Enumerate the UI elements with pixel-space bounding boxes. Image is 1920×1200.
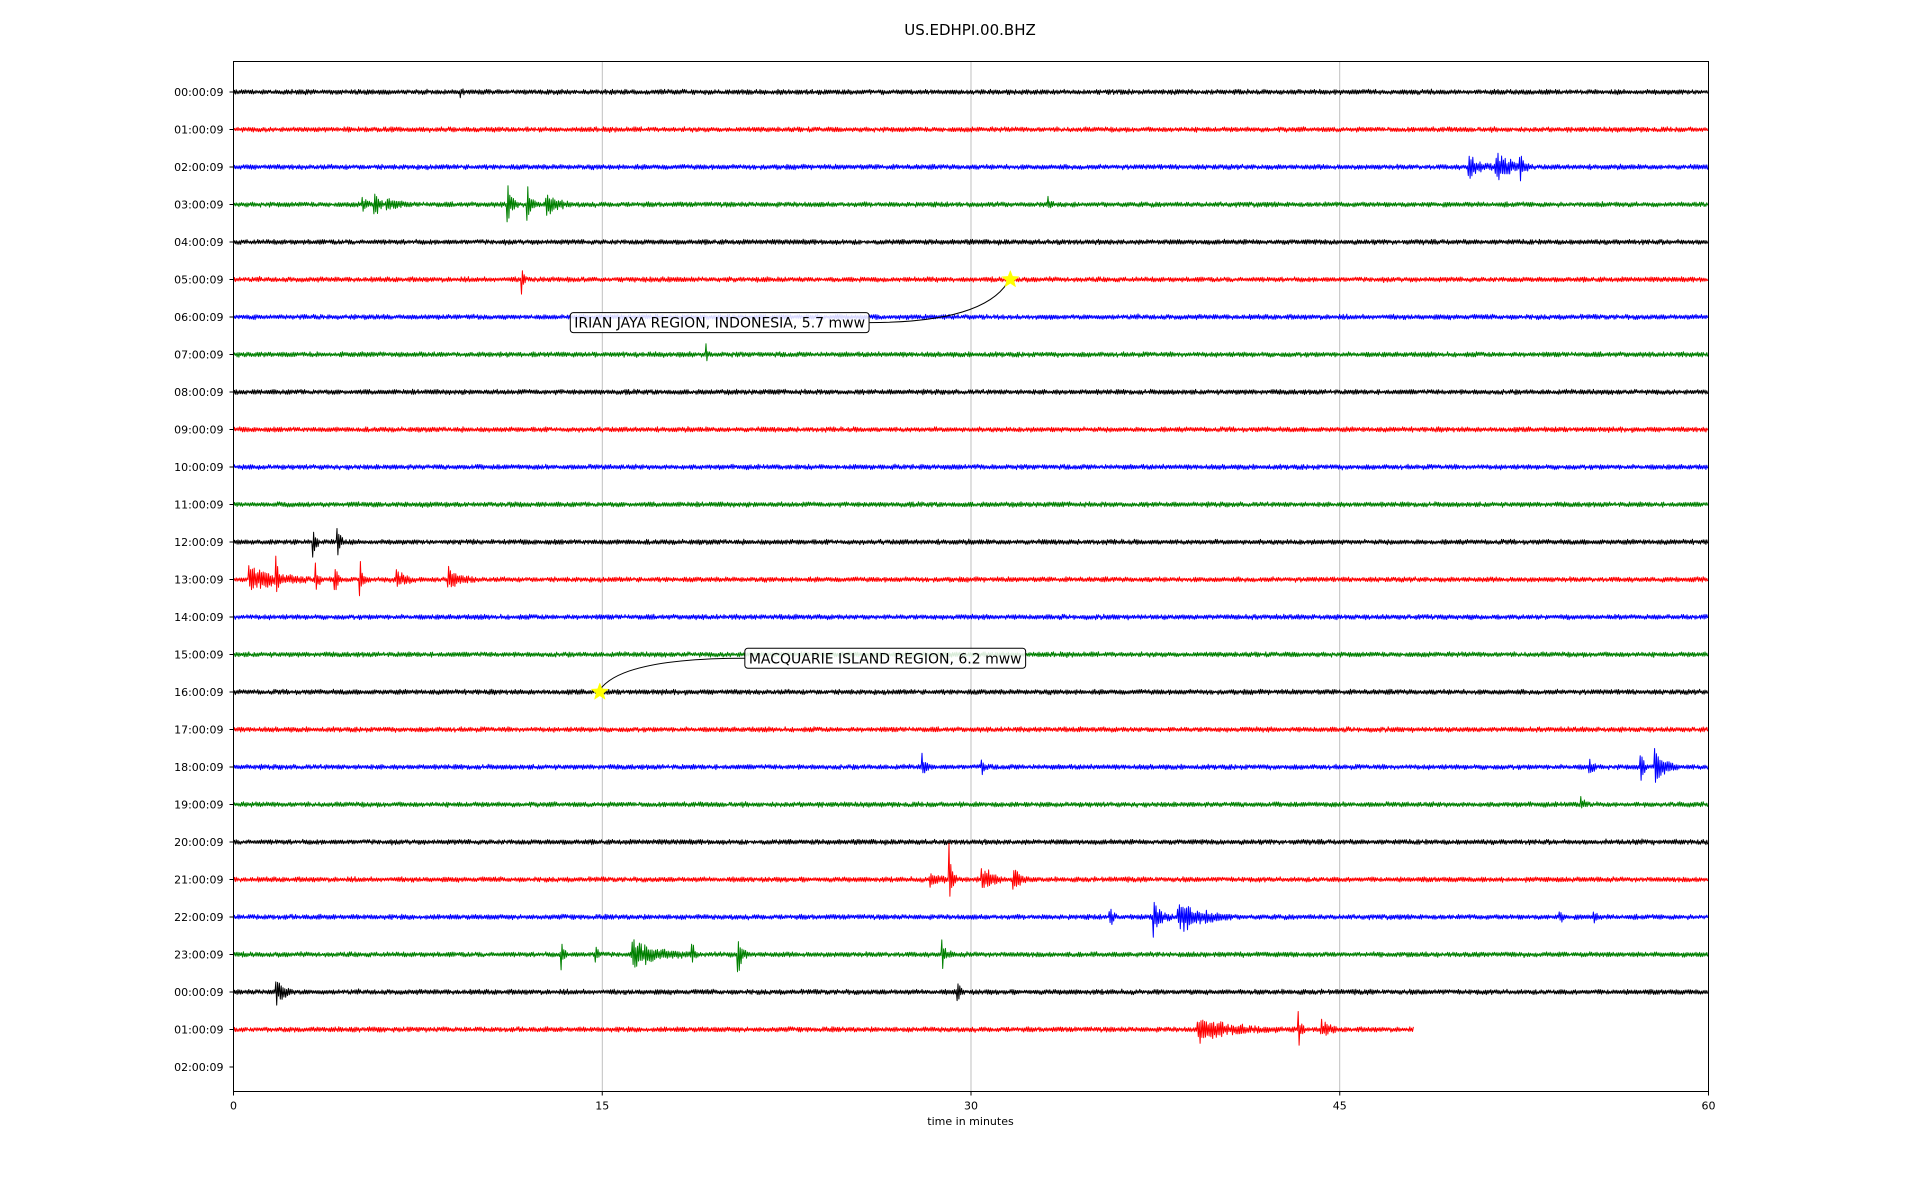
trace-row-23 <box>233 939 1709 973</box>
x-axis-ticks: 0 15 30 45 60 <box>230 1091 1716 1113</box>
trace-row-7 <box>233 343 1709 362</box>
y-tick-label-4: 04:00:09 <box>174 236 223 249</box>
y-axis-time-labels: 00:00:09 01:00:09 02:00:09 03:00:09 04:00:09… <box>174 86 234 1074</box>
y-tick-label-16: 16:00:09 <box>174 686 223 699</box>
trace-row-19 <box>233 796 1709 809</box>
x-tick-label-1: 15 <box>595 1100 609 1113</box>
y-tick-label-14: 14:00:09 <box>174 611 223 624</box>
y-tick-label-24: 00:00:09 <box>174 986 223 999</box>
y-tick-label-1: 01:00:09 <box>174 124 223 137</box>
x-tick-label-3: 45 <box>1333 1100 1347 1113</box>
trace-row-16 <box>233 688 1709 696</box>
y-tick-label-21: 21:00:09 <box>174 874 223 887</box>
y-tick-label-8: 08:00:09 <box>174 386 223 399</box>
annotation-connector-0 <box>869 277 1011 324</box>
annotation-connector-1 <box>599 657 745 691</box>
y-tick-label-13: 13:00:09 <box>174 574 223 587</box>
trace-row-1 <box>233 126 1709 133</box>
event-star-marker-0 <box>1001 269 1020 288</box>
x-tick-label-0: 0 <box>230 1100 237 1113</box>
trace-row-10 <box>233 463 1709 471</box>
trace-row-12 <box>233 528 1709 558</box>
trace-row-14 <box>233 613 1709 621</box>
y-tick-label-20: 20:00:09 <box>174 836 223 849</box>
y-tick-label-25: 01:00:09 <box>174 1024 223 1037</box>
event-annotations: IRIAN JAYA REGION, INDONESIA, 5.7 mww MAC… <box>569 269 1027 700</box>
chart-title: US.EDHPI.00.BHZ <box>904 21 1036 39</box>
y-tick-label-10: 10:00:09 <box>174 461 223 474</box>
y-tick-label-19: 19:00:09 <box>174 799 223 812</box>
trace-row-21 <box>233 842 1709 897</box>
trace-row-2 <box>233 152 1709 182</box>
seismogram-traces <box>233 88 1709 1046</box>
trace-row-18 <box>233 748 1709 783</box>
x-axis-label: time in minutes <box>927 1115 1014 1128</box>
y-tick-label-3: 03:00:09 <box>174 199 223 212</box>
trace-row-20 <box>233 838 1709 846</box>
y-tick-label-2: 02:00:09 <box>174 161 223 174</box>
trace-row-17 <box>233 726 1709 733</box>
trace-row-0 <box>233 88 1709 99</box>
trace-row-24 <box>233 981 1709 1006</box>
trace-row-4 <box>233 238 1709 246</box>
trace-row-13 <box>233 555 1709 597</box>
trace-row-11 <box>233 501 1709 508</box>
trace-row-6 <box>233 313 1709 321</box>
annotation-label-1: MACQUARIE ISLAND REGION, 6.2 mww <box>749 651 1022 667</box>
trace-row-8 <box>233 388 1709 396</box>
y-tick-label-15: 15:00:09 <box>174 649 223 662</box>
y-tick-label-26: 02:00:09 <box>174 1061 223 1074</box>
trace-row-9 <box>233 426 1709 433</box>
y-tick-label-23: 23:00:09 <box>174 949 223 962</box>
annotation-label-0: IRIAN JAYA REGION, INDONESIA, 5.7 mww <box>574 316 865 332</box>
y-tick-label-12: 12:00:09 <box>174 536 223 549</box>
y-tick-label-6: 06:00:09 <box>174 311 223 324</box>
y-tick-label-0: 00:00:09 <box>174 86 223 99</box>
y-tick-label-11: 11:00:09 <box>174 499 223 512</box>
y-tick-label-18: 18:00:09 <box>174 761 223 774</box>
trace-row-5 <box>233 270 1709 295</box>
grid-lines <box>601 61 1341 1092</box>
y-tick-label-17: 17:00:09 <box>174 724 223 737</box>
y-tick-label-9: 09:00:09 <box>174 424 223 437</box>
trace-row-25 <box>233 1011 1414 1046</box>
annotation-1: MACQUARIE ISLAND REGION, 6.2 mww <box>590 647 1027 700</box>
trace-row-22 <box>233 901 1709 938</box>
y-tick-label-5: 05:00:09 <box>174 274 223 287</box>
y-tick-label-7: 07:00:09 <box>174 349 223 362</box>
x-tick-label-4: 60 <box>1702 1100 1716 1113</box>
y-tick-label-22: 22:00:09 <box>174 911 223 924</box>
trace-row-3 <box>233 185 1709 223</box>
event-star-marker-1 <box>590 682 610 700</box>
annotation-0: IRIAN JAYA REGION, INDONESIA, 5.7 mww <box>569 269 1020 334</box>
x-tick-label-2: 30 <box>964 1100 978 1113</box>
